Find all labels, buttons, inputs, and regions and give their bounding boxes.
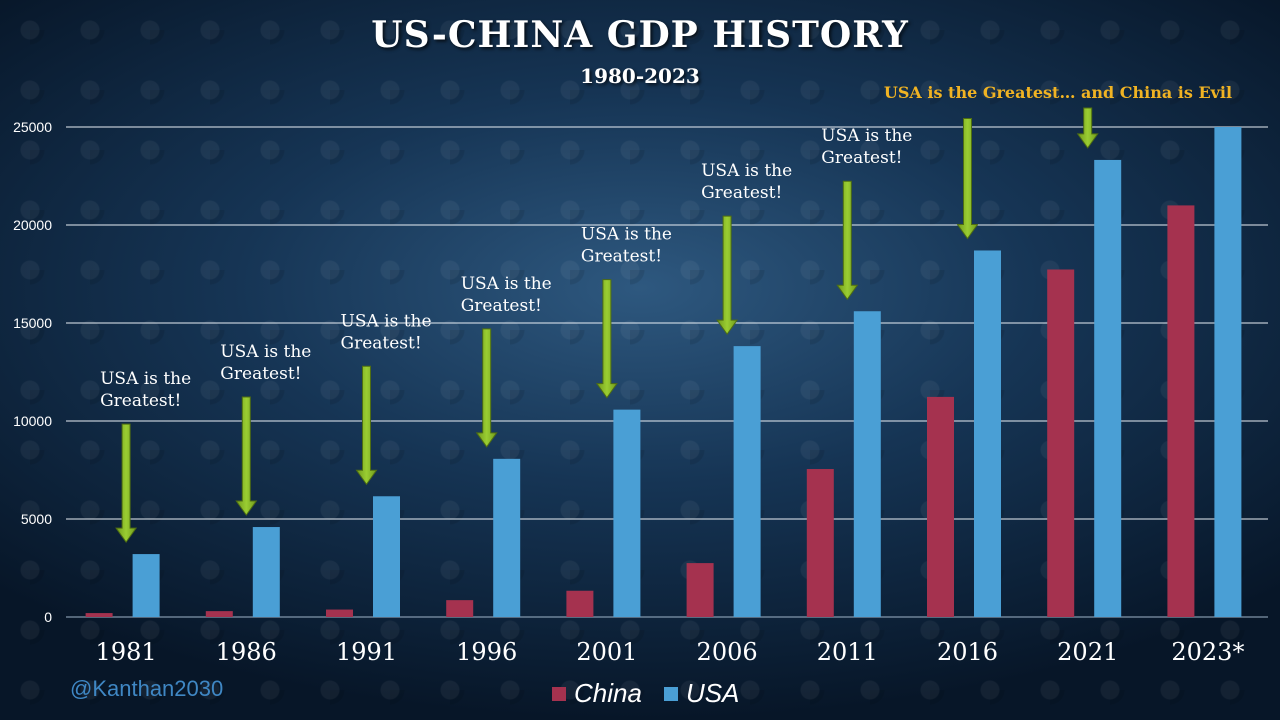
annotation-label: USA is the [821,126,912,146]
arrow-down-icon [115,423,138,543]
bar-usa [613,409,641,617]
arrow-down-icon [475,328,498,448]
annotation-label: USA is the [461,274,552,294]
bar-china [326,609,353,617]
bar-china [566,590,594,617]
headline-annotation: USA is the Greatest… and China is Evil [884,83,1232,102]
legend-item-china: China [552,678,642,709]
y-tick-label: 20000 [13,217,52,233]
x-tick-label: 2016 [937,638,998,666]
y-tick-label: 25000 [13,119,52,135]
x-tick-label: 2021 [1057,638,1118,666]
arrow-down-icon [595,279,618,399]
bar-usa [493,458,521,617]
bar-china [85,613,113,617]
bar-usa [373,496,400,617]
y-tick-label: 10000 [13,413,52,429]
annotation-label: Greatest! [701,183,782,203]
arrow-down-icon [716,215,739,335]
annotation-label: Greatest! [100,391,181,411]
arrow-down-icon [235,396,258,516]
x-tick-label: 2001 [576,638,637,666]
bar-china [1167,205,1195,617]
annotation-label: Greatest! [461,296,542,316]
y-tick-label: 15000 [13,315,52,331]
legend-swatch-china [552,686,566,701]
arrow-down-icon [836,180,859,301]
legend-label-usa: USA [685,678,740,708]
bar-usa [853,311,881,617]
annotation-label: Greatest! [581,247,662,267]
annotation-label: USA is the [341,311,432,331]
legend-swatch-usa [663,686,678,701]
annotation-label: Greatest! [341,333,422,353]
chart-subtitle: 1980-2023 [580,64,700,88]
x-tick-label: 2006 [697,638,758,666]
arrow-down-icon [1076,107,1099,149]
legend: China USA [552,678,761,709]
legend-item-usa: USA [663,678,740,709]
bar-china [446,600,474,617]
watermark: @Kanthan2030 [70,676,224,701]
bar-china [806,469,834,617]
y-tick-label: 0 [44,609,52,625]
bar-usa [132,554,160,617]
arrow-down-icon [956,117,979,240]
x-tick-label: 2011 [817,638,878,666]
bar-china [686,563,714,617]
annotation-label: USA is the [581,225,672,245]
x-tick-label: 2023* [1171,638,1244,666]
bar-china [205,611,233,617]
bar-usa [974,250,1001,618]
bar-usa [733,346,761,617]
x-tick-label: 1991 [336,638,397,666]
bar-usa [252,527,280,617]
annotation-label: Greatest! [821,148,902,168]
bar-china [1047,269,1075,617]
x-tick-label: 1986 [216,638,277,666]
bar-usa [1214,127,1242,617]
annotation-label: Greatest! [220,364,301,384]
chart-title: US-CHINA GDP HISTORY [371,14,909,56]
annotation-label: USA is the [100,369,191,389]
annotation-label: USA is the [701,161,792,181]
y-tick-label: 5000 [21,511,52,527]
bar-usa [1094,159,1122,618]
legend-label-china: China [574,678,642,708]
x-tick-label: 1996 [456,638,517,666]
arrow-down-icon [355,365,378,486]
x-tick-label: 1981 [96,638,157,666]
annotation-label: USA is the [220,342,311,362]
bar-china [927,396,954,617]
